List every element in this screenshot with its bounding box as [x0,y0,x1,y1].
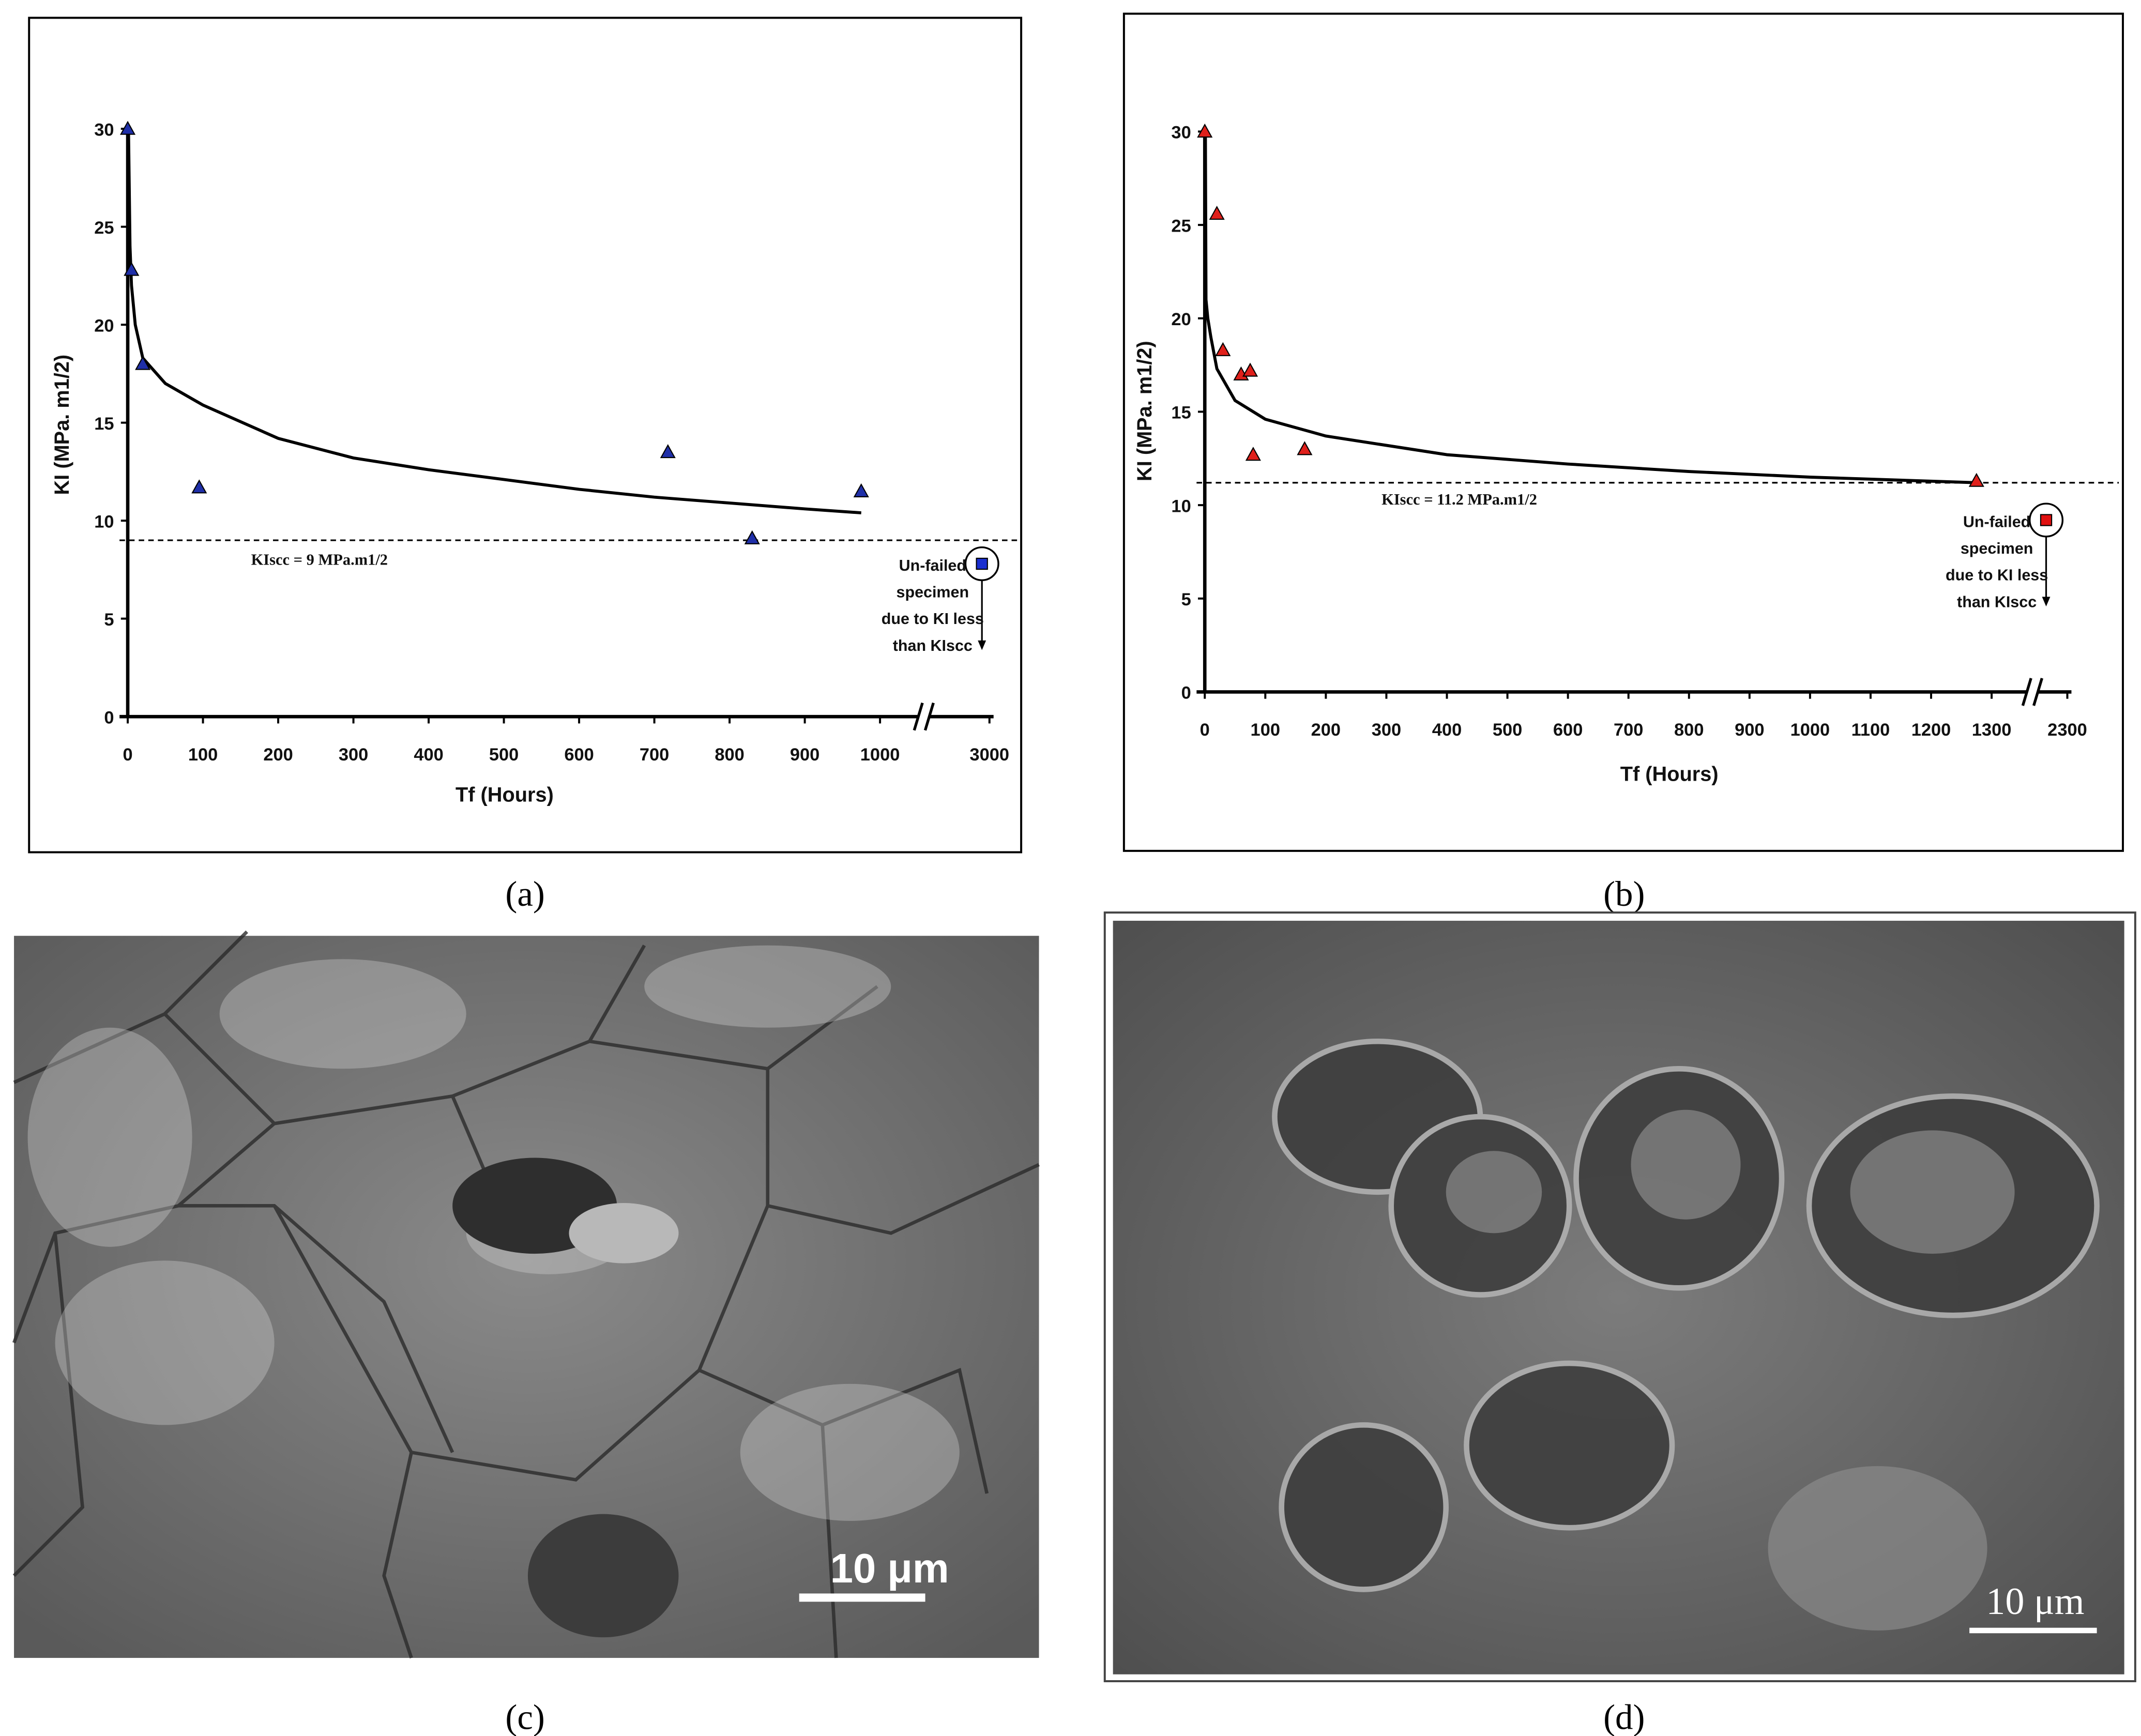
annotation: specimen [897,583,969,601]
annotation: due to KI less [1946,567,2048,584]
x-tick-label: 0 [123,745,132,765]
x-tick-label: 100 [1251,720,1280,740]
y-tick-label: 0 [1181,683,1191,703]
axis-break [2021,678,2032,706]
x-tick-label: 200 [1311,720,1341,740]
data-point [2040,514,2053,526]
data-point [1242,362,1258,377]
sem-image [12,930,1040,1658]
data-point [1968,473,1984,487]
data-point [1297,441,1313,455]
highlight-circle [964,546,999,582]
x-tick-label: 1000 [1790,720,1830,740]
sem-image [1103,911,2136,1682]
data-point [124,262,140,276]
data-point [135,356,151,370]
y-tick-label: 20 [1171,310,1191,329]
y-axis-label: KI (MPa. m1/2) [1133,341,1156,481]
panel-label: (c) [505,1698,544,1736]
chart-frame [1122,12,2124,852]
x-tick-label: 1200 [1911,720,1951,740]
highlight-circle [2028,502,2064,538]
axis-break [2027,688,2038,696]
chart-frame [28,17,1023,854]
x-axis-label: Tf (Hours) [1620,763,1719,786]
y-tick-label: 15 [1171,403,1191,423]
data-point [1209,205,1225,220]
arrow-head [978,640,986,650]
x-tick-label: 1100 [1851,720,1890,740]
data-point [1215,342,1231,356]
annotation: Un-failed [1963,513,2030,530]
y-tick-label: 10 [94,512,114,531]
axis-break [913,702,924,731]
y-tick-label: 10 [1171,496,1191,516]
annotation: Un-failed [899,557,966,574]
x-tick-label: 700 [640,745,669,765]
data-point [120,120,136,135]
data-point [1197,123,1213,138]
fit-curve [1204,131,1977,484]
x-tick-label: 300 [1372,720,1401,740]
threshold-label: KIscc = 9 MPa.m1/2 [251,551,388,569]
y-tick-label: 30 [1171,123,1191,143]
axis-break [923,702,935,731]
x-tick-label: 500 [489,745,519,765]
panel-label: (b) [1603,874,1645,913]
x-tick-label: 300 [339,745,368,765]
y-tick-label: 25 [1171,216,1191,236]
scale-bar-label: 10 μm [830,1545,949,1591]
y-tick-label: 20 [94,316,114,336]
y-tick-label: 5 [1181,590,1191,610]
annotation: specimen [1961,540,2033,557]
data-point [1245,447,1261,461]
x-tick-label: 1000 [860,745,900,765]
x-tick-label: 0 [1200,720,1210,740]
threshold-label: KIscc = 11.2 MPa.m1/2 [1381,491,1537,508]
x-tick-label: 100 [188,745,218,765]
x-tick-label: 400 [414,745,443,765]
data-point [744,530,760,544]
x-tick-label: 500 [1493,720,1522,740]
x-tick-label: 200 [263,745,293,765]
fit-curve [127,129,861,514]
axis-break [918,712,930,721]
y-tick-label: 5 [104,610,114,630]
x-tick-label: 800 [715,745,744,765]
x-tick-label: 700 [1614,720,1643,740]
arrow-head [2042,597,2051,606]
x-tick-label: 2300 [2047,720,2087,740]
data-point [660,444,676,459]
x-tick-label: 900 [1735,720,1764,740]
panel-label: (a) [505,874,544,913]
x-axis-label: Tf (Hours) [455,783,554,806]
data-point [976,557,988,570]
panel-label: (d) [1603,1698,1645,1736]
y-tick-label: 15 [94,414,114,434]
x-tick-label: 400 [1432,720,1462,740]
x-tick-label: 3000 [969,745,1009,765]
annotation: due to KI less [882,610,984,628]
scale-bar-label: 10 μm [1986,1580,2084,1623]
x-tick-label: 1300 [1972,720,2012,740]
y-axis-label: KI (MPa. m1/2) [51,355,73,495]
y-tick-label: 30 [94,120,114,140]
y-tick-label: 25 [94,218,114,238]
axis-break [2032,678,2043,706]
x-tick-label: 600 [1553,720,1583,740]
x-tick-label: 600 [564,745,594,765]
x-tick-label: 800 [1674,720,1704,740]
data-point [191,479,207,494]
annotation: than KIscc [893,637,973,654]
x-tick-label: 900 [790,745,819,765]
annotation: than KIscc [1957,593,2037,611]
data-point [853,483,869,497]
y-tick-label: 0 [104,708,114,727]
